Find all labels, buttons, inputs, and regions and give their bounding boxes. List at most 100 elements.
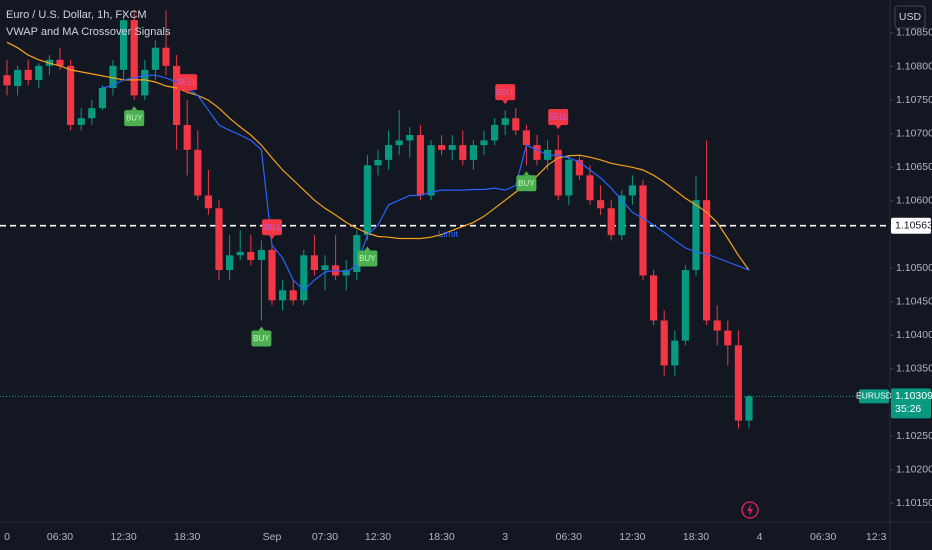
signal-label: SELL: [262, 223, 282, 232]
signal-pointer: [184, 90, 191, 95]
x-tick-label: 3: [502, 531, 508, 543]
candle-body: [501, 118, 509, 125]
candle-body: [204, 195, 212, 209]
candle-body: [639, 185, 647, 276]
signal-label: SELL: [177, 78, 197, 87]
x-tick-label: 12:30: [619, 531, 645, 543]
plot: Limit BUY SELL BUY SELL BUY SELL BUY SELL: [0, 10, 890, 429]
signal-pointer: [364, 246, 371, 251]
signal-label: BUY: [359, 254, 376, 263]
candle-body: [597, 200, 605, 209]
signal-box: [251, 330, 272, 347]
candle-body: [3, 75, 11, 86]
candle-body: [427, 145, 435, 196]
candle-body: [77, 118, 85, 125]
candle-body: [151, 47, 159, 70]
candle-body: [14, 69, 22, 86]
signal-box: [516, 175, 537, 192]
signal-box: [124, 110, 145, 127]
candle-body: [512, 118, 520, 131]
indicator-line: [102, 74, 750, 292]
x-tick-label: 0: [4, 531, 10, 543]
candle-body: [522, 130, 530, 146]
y-tick-label: 1.10750: [896, 94, 932, 106]
currency-label[interactable]: USD: [899, 11, 922, 23]
y-tick-label: 1.10850: [896, 27, 932, 39]
alert-icon[interactable]: [741, 501, 759, 519]
y-tick-label: 1.10400: [896, 329, 932, 341]
symbol-tag: [859, 389, 889, 404]
currency-button[interactable]: [894, 5, 926, 29]
candle-body: [183, 124, 191, 150]
y-tick-label: 1.10500: [896, 262, 932, 274]
candle-body: [173, 65, 181, 125]
x-tick-label: 12:30: [365, 531, 391, 543]
alert-ring: [741, 501, 759, 519]
candle-body: [130, 20, 138, 96]
x-tick-label: 07:30: [312, 531, 338, 543]
candle-body: [724, 330, 732, 346]
candle-body: [56, 59, 64, 66]
signal-label: SELL: [548, 113, 568, 122]
x-tick-label: 18:30: [174, 531, 200, 543]
candle-body: [607, 208, 615, 236]
candle-body: [215, 208, 223, 271]
x-tick-label: Sep: [263, 531, 282, 543]
candle-body: [692, 200, 700, 271]
candle-body: [660, 320, 668, 366]
limit-label: Limit: [438, 229, 458, 240]
candle-body: [141, 69, 149, 96]
signal-label: BUY: [253, 334, 270, 343]
y-tick-label: 1.10700: [896, 127, 932, 139]
signal-pointer: [555, 125, 562, 130]
candle-body: [628, 185, 636, 196]
chart-title: Euro / U.S. Dollar, 1h, FXCM: [6, 9, 147, 21]
candle-body: [310, 255, 318, 271]
y-tick-label: 1.10200: [896, 463, 932, 475]
signal-pointer: [131, 106, 138, 111]
signal-pointer: [502, 100, 509, 105]
candle-body: [342, 270, 350, 276]
limit-price-label: 1.10563: [895, 220, 932, 232]
candle-body: [469, 145, 477, 160]
indicator-line: [6, 41, 750, 271]
candle-body: [67, 65, 75, 125]
candle-body: [120, 20, 128, 70]
candle-body: [650, 275, 658, 321]
candle-body: [374, 159, 382, 166]
y-tick-label: 1.10450: [896, 295, 932, 307]
candle-body: [385, 145, 393, 160]
candle-body: [88, 108, 96, 119]
candle-body: [353, 235, 361, 273]
candle-body: [321, 265, 329, 271]
indicator-name: VWAP and MA Crossover Signals: [6, 26, 171, 38]
x-tick-label: 18:30: [683, 531, 709, 543]
candle-body: [406, 135, 414, 141]
candle-body: [713, 320, 721, 331]
x-tick-label: 06:30: [810, 531, 836, 543]
candle-body: [586, 175, 594, 201]
candle-body: [681, 270, 689, 341]
signal-label: BUY: [126, 114, 143, 123]
signal-box: [357, 250, 378, 267]
x-tick-label: 12:30: [110, 531, 136, 543]
symbol-label: EURUSD: [856, 391, 892, 401]
y-tick-label: 1.10800: [896, 60, 932, 72]
candle-body: [395, 140, 403, 146]
x-tick-label: 4: [757, 531, 763, 543]
candle-body: [268, 249, 276, 301]
y-tick-label: 1.10150: [896, 497, 932, 509]
candle-body: [98, 88, 106, 109]
candle-body: [24, 69, 32, 80]
candle-body: [459, 145, 467, 160]
candle-body: [671, 340, 679, 366]
signal-box: [548, 109, 569, 126]
candle-body: [618, 195, 626, 236]
signal-pointer: [269, 235, 275, 240]
candle-body: [565, 159, 573, 196]
y-tick-label: 1.10650: [896, 161, 932, 173]
signal-pointer: [523, 171, 530, 176]
candle-body: [279, 290, 287, 301]
